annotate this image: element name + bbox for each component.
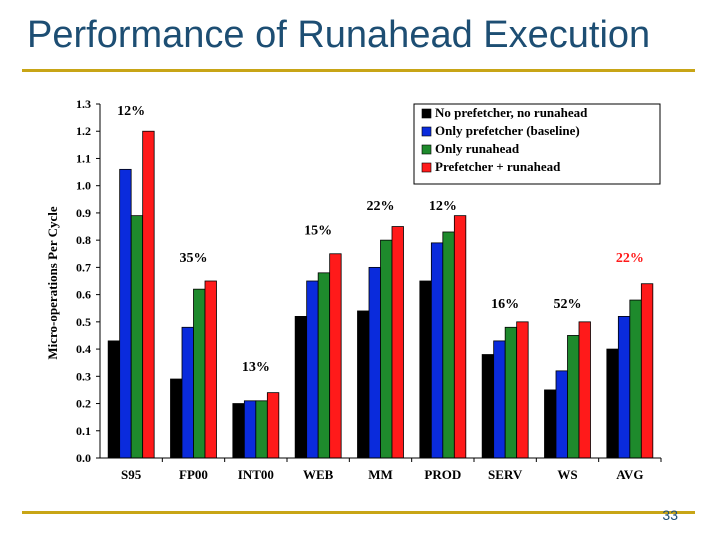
slide-title: Performance of Runahead Execution — [27, 14, 651, 56]
bar-fp00-1 — [181, 326, 194, 459]
annotation-s95: 12% — [117, 104, 145, 119]
y-axis-title: Micro-operations Per Cycle — [45, 206, 60, 360]
legend-swatch-2 — [421, 144, 432, 155]
bar-serv-2 — [504, 326, 518, 459]
y-tick-label: 0.8 — [76, 233, 91, 247]
bar-s95-3 — [142, 130, 155, 459]
bar-ws-3 — [578, 321, 591, 459]
annotation-serv: 16% — [491, 297, 519, 312]
footer-divider — [22, 511, 695, 514]
bar-web-2 — [317, 272, 331, 459]
legend-label-1: Only prefetcher (baseline) — [435, 123, 580, 138]
y-tick-label: 0.6 — [76, 288, 91, 302]
y-axis-title-group: Micro-operations Per Cycle — [45, 206, 60, 360]
bar-web-3 — [329, 253, 342, 459]
bar-prod-0 — [419, 280, 432, 459]
bar-annotations: 12% 35% 13% 15% 22% 12% 16% 52% 22% — [117, 104, 644, 375]
bar-int00-0 — [232, 403, 245, 459]
bar-mm-3 — [391, 226, 404, 459]
bar-int00-3 — [266, 392, 280, 459]
annotation-ws: 52% — [554, 297, 582, 312]
bar-int00-1 — [243, 400, 257, 459]
x-tick-label: WS — [557, 467, 577, 482]
y-tick-label: 0.7 — [76, 260, 91, 274]
y-tick-label: 0.5 — [76, 315, 91, 329]
bar-serv-3 — [516, 321, 529, 459]
legend-swatch-3 — [421, 162, 432, 173]
bar-avg-1 — [617, 315, 631, 459]
bar-prod-1 — [430, 242, 444, 459]
annotation-prod: 12% — [429, 199, 457, 214]
bar-prod-3 — [453, 215, 467, 459]
bar-serv-0 — [481, 354, 495, 459]
bar-s95-0 — [107, 340, 121, 459]
y-tick-label: 1.2 — [76, 124, 91, 138]
bar-avg-0 — [606, 348, 619, 459]
bar-s95-1 — [119, 168, 132, 459]
legend-swatch-0 — [421, 108, 432, 119]
x-tick-label: SERV — [488, 467, 523, 482]
bar-mm-1 — [368, 266, 381, 459]
y-tick-label: 0.2 — [76, 397, 91, 411]
y-tick-label: 1.1 — [76, 151, 91, 165]
x-tick-label: AVG — [616, 467, 643, 482]
y-tick-label: 0.9 — [76, 206, 91, 220]
y-tick-label: 0.1 — [76, 424, 91, 438]
bar-fp00-2 — [193, 288, 206, 459]
y-tick-label: 0.4 — [76, 342, 91, 356]
y-axis-ticks: 0.0 0.1 0.2 0.3 0.4 0.5 0.6 0.7 0.8 0.9 1.0 1.1 1.2 1… — [76, 97, 100, 465]
legend-label-3: Prefetcher + runahead — [435, 159, 561, 174]
y-tick-label: 1.3 — [76, 97, 91, 111]
x-tick-label: FP00 — [179, 467, 208, 482]
bar-avg-2 — [629, 299, 642, 459]
x-tick-label: S95 — [121, 467, 142, 482]
bar-prod-2 — [442, 231, 455, 459]
bar-ws-1 — [555, 370, 568, 459]
x-axis-ticks: S95 FP00 INT00 WEB MM PROD SERV WS AVG — [121, 458, 662, 482]
bar-fp00-3 — [204, 280, 217, 459]
bar-mm-0 — [357, 310, 370, 459]
y-tick-label: 0.0 — [76, 451, 91, 465]
x-tick-label: MM — [368, 467, 393, 482]
annotation-fp00: 35% — [180, 251, 208, 266]
bar-s95-2 — [130, 215, 144, 459]
bar-int00-2 — [255, 400, 268, 459]
title-divider — [22, 69, 695, 72]
bar-ws-0 — [544, 389, 557, 459]
x-tick-label: PROD — [424, 467, 461, 482]
bar-web-0 — [294, 315, 308, 459]
legend-label-0: No prefetcher, no runahead — [435, 105, 588, 120]
bar-web-1 — [306, 280, 319, 459]
bars — [107, 130, 654, 459]
bar-fp00-0 — [170, 378, 183, 459]
bar-serv-1 — [493, 340, 506, 459]
legend-label-2: Only runahead — [435, 141, 520, 156]
legend: No prefetcher, no runahead Only prefetche… — [413, 103, 661, 185]
y-tick-label: 0.3 — [76, 369, 91, 383]
legend-swatch-1 — [421, 126, 432, 137]
annotation-avg: 22% — [616, 251, 644, 266]
x-tick-label: INT00 — [238, 467, 274, 482]
bar-mm-2 — [380, 239, 393, 459]
bar-avg-3 — [640, 283, 654, 459]
legend-box — [413, 103, 661, 185]
annotation-int00: 13% — [242, 360, 270, 375]
annotation-mm: 22% — [367, 199, 395, 214]
x-tick-label: WEB — [303, 467, 334, 482]
annotation-web: 15% — [304, 224, 332, 239]
page-number: 33 — [662, 507, 678, 523]
bar-ws-2 — [567, 335, 580, 459]
y-tick-label: 1.0 — [76, 179, 91, 193]
